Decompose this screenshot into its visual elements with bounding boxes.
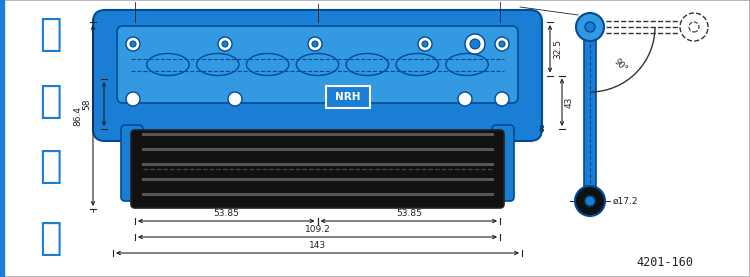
Circle shape [495,92,509,106]
Text: 86.4: 86.4 [73,106,82,125]
Text: 图: 图 [39,221,62,257]
Ellipse shape [346,53,388,76]
Text: 53.85: 53.85 [213,209,239,218]
Ellipse shape [196,53,239,76]
Circle shape [126,92,140,106]
Circle shape [470,39,480,49]
Text: 8: 8 [538,124,544,134]
Text: 43: 43 [565,97,574,108]
Text: 143: 143 [309,241,326,250]
Text: 规: 规 [39,84,62,120]
Circle shape [418,37,432,51]
Ellipse shape [147,53,189,76]
Text: NRH: NRH [334,92,360,102]
Ellipse shape [446,53,488,76]
Text: 4201-160: 4201-160 [637,255,694,268]
Circle shape [499,41,505,47]
Ellipse shape [396,53,439,76]
Circle shape [495,37,509,51]
FancyBboxPatch shape [93,10,542,141]
Circle shape [130,41,136,47]
Text: 90°: 90° [612,57,628,73]
Text: 109.2: 109.2 [304,225,330,234]
Circle shape [308,37,322,51]
Text: 品: 品 [39,17,62,53]
FancyBboxPatch shape [131,130,504,208]
Circle shape [458,92,472,106]
FancyBboxPatch shape [117,26,518,103]
Circle shape [468,37,482,51]
Bar [0,0,4,277]
Circle shape [126,37,140,51]
Circle shape [576,13,604,41]
Ellipse shape [296,53,339,76]
Text: 32.5: 32.5 [553,39,562,59]
Circle shape [228,92,242,106]
FancyBboxPatch shape [326,86,370,108]
Bar [584,27,596,201]
Text: 58: 58 [82,98,91,110]
Text: 格: 格 [39,149,62,185]
Circle shape [472,41,478,47]
Circle shape [422,41,428,47]
Circle shape [338,92,352,106]
FancyBboxPatch shape [121,125,143,201]
FancyBboxPatch shape [492,125,514,201]
Circle shape [575,186,605,216]
Text: ø17.2: ø17.2 [613,196,638,206]
Circle shape [689,22,699,32]
Circle shape [222,41,228,47]
Circle shape [585,196,595,206]
Circle shape [585,22,595,32]
Circle shape [465,34,485,54]
Circle shape [312,41,318,47]
Text: 53.85: 53.85 [396,209,422,218]
Ellipse shape [247,53,289,76]
Circle shape [218,37,232,51]
